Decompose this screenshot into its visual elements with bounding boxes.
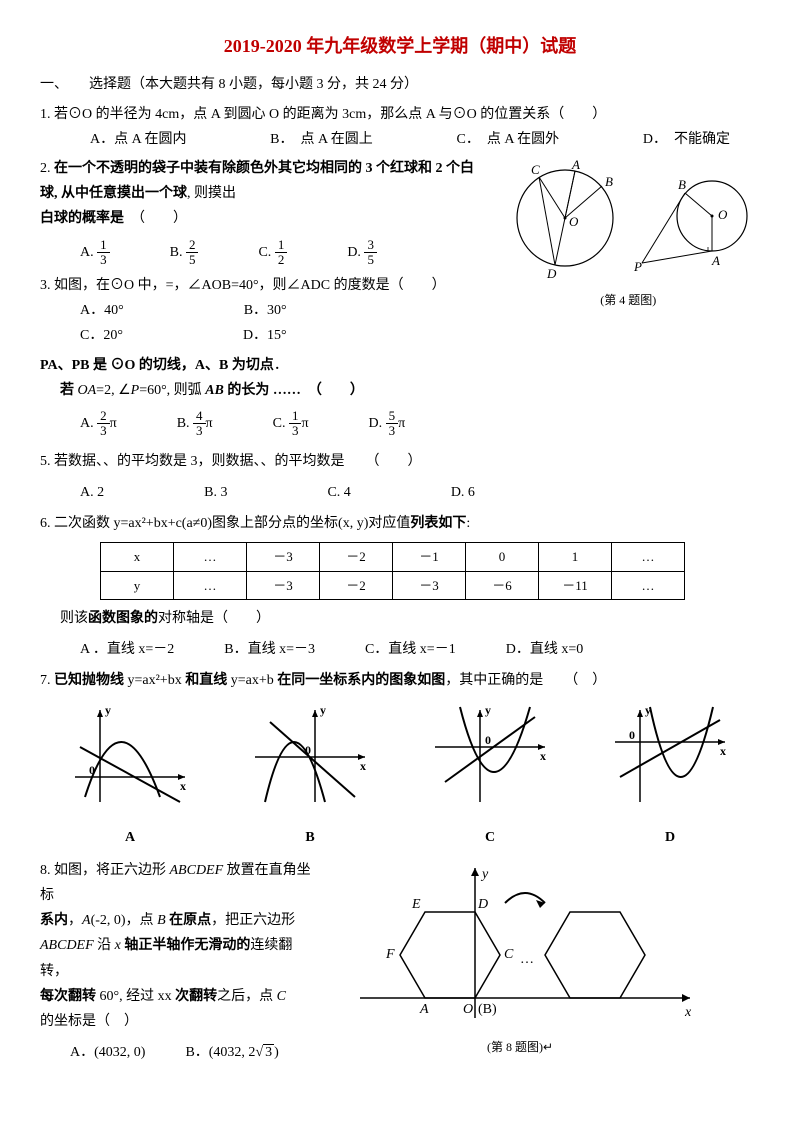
table-row: x…－3－2－101… xyxy=(101,543,685,571)
q3-options-1: A．40° B．30° xyxy=(40,298,489,323)
q7-text: 7. 已知抛物线 y=ax²+bx 和直线 y=ax+b 在同一坐标系内的图象如… xyxy=(40,668,760,693)
svg-text:y: y xyxy=(480,867,489,882)
q7-label-d: D xyxy=(605,825,735,850)
q7-graph-c: y x 0 C xyxy=(425,702,555,850)
q3-opt-c: C．20° xyxy=(80,323,123,348)
q6-text: 6. 二次函数 y=ax²+bx+c(a≠0)图象上部分点的坐标(x, y)对应… xyxy=(40,511,760,536)
q6-line2: 则该函数图象的对称轴是（ ） xyxy=(40,606,760,631)
q2-options: A. 13 B. 25 C. 12 D. 35 xyxy=(40,238,489,268)
q4-line2: 若 OA=2, ∠P=60°, 则弧 AB 的长为 …… （ ） xyxy=(40,378,760,403)
question-7: 7. 已知抛物线 y=ax²+bx 和直线 y=ax+b 在同一坐标系内的图象如… xyxy=(40,668,760,850)
svg-text:x: x xyxy=(180,779,186,793)
q6-opt-d: D．直线 x=0 xyxy=(506,637,584,662)
q2-line2: 白球的概率是 （ ） xyxy=(40,206,760,231)
q8-caption: (第 8 题图)↵ xyxy=(340,1037,700,1059)
svg-text:0: 0 xyxy=(629,728,635,742)
q5-opt-a: A. 2 xyxy=(80,480,104,505)
q1-opt-d: D． 不能确定 xyxy=(643,127,730,152)
q5-opt-d: D. 6 xyxy=(451,480,475,505)
q6-options: A ．直线 x=－2 B．直线 x=－3 C．直线 x=－1 D．直线 x=0 xyxy=(40,637,760,662)
svg-text:0: 0 xyxy=(485,733,491,747)
svg-text:x: x xyxy=(360,759,366,773)
svg-text:y: y xyxy=(320,703,326,717)
q8-line3: ABCDEF 沿 x 轴正半轴作无滑动的连续翻转， xyxy=(40,933,320,983)
q7-label-b: B xyxy=(245,825,375,850)
q1-opt-c: C． 点 A 在圆外 xyxy=(456,127,559,152)
q4-line1: PA、PB 是 ⊙O 的切线，A、B 为切点． xyxy=(40,353,760,378)
q4-opt-a: A. 23π xyxy=(80,409,117,439)
svg-text:0: 0 xyxy=(89,763,95,777)
q8-line2: 系内，A(-2, 0)，点 B 在原点，把正六边形 xyxy=(40,908,320,933)
svg-text:F: F xyxy=(385,947,395,962)
q3-options-2: C．20° D．15° xyxy=(40,323,760,348)
svg-text:E: E xyxy=(411,897,421,912)
q4-opt-d: D. 53π xyxy=(369,409,406,439)
svg-text:C: C xyxy=(504,947,514,962)
q6-opt-b: B．直线 x=－3 xyxy=(224,637,315,662)
q1-text: 1. 若⊙O 的半径为 4cm，点 A 到圆心 O 的距离为 3cm，那么点 A… xyxy=(40,102,760,127)
q7-graph-a: y x 0 A xyxy=(65,702,195,850)
q2-opt-d: D. 35 xyxy=(347,238,377,268)
svg-text:x: x xyxy=(540,749,546,763)
question-8: 8. 如图，将正六边形 ABCDEF 放置在直角坐标 系内，A(-2, 0)，点… xyxy=(40,858,760,1072)
question-2: 2. 在一个不透明的袋子中装有除颜色外其它均相同的 3 个红球和 2 个白球, … xyxy=(40,156,760,267)
svg-text:y: y xyxy=(105,703,111,717)
question-6: 6. 二次函数 y=ax²+bx+c(a≠0)图象上部分点的坐标(x, y)对应… xyxy=(40,511,760,662)
q8-line5: 的坐标是（ ） xyxy=(40,1009,320,1034)
q7-label-a: A xyxy=(65,825,195,850)
q5-opt-c: C. 4 xyxy=(327,480,350,505)
page-title: 2019-2020 年九年级数学上学期（期中）试题 xyxy=(40,30,760,62)
q7-graph-d: y x 0 D xyxy=(605,702,735,850)
q5-opt-b: B. 3 xyxy=(204,480,227,505)
q2-opt-c: C. 12 xyxy=(258,238,287,268)
q4-options: A. 23π B. 43π C. 13π D. 53π xyxy=(40,409,760,439)
svg-text:x: x xyxy=(720,744,726,758)
table-row: y…－3－2－3－6－11… xyxy=(101,571,685,599)
question-1: 1. 若⊙O 的半径为 4cm，点 A 到圆心 O 的距离为 3cm，那么点 A… xyxy=(40,102,760,152)
q8-text-block: 8. 如图，将正六边形 ABCDEF 放置在直角坐标 系内，A(-2, 0)，点… xyxy=(40,858,320,1072)
q8-line1: 8. 如图，将正六边形 ABCDEF 放置在直角坐标 xyxy=(40,858,320,908)
svg-text:(B): (B) xyxy=(478,1002,497,1017)
q1-options: A．点 A 在圆内 B． 点 A 在圆上 C． 点 A 在圆外 D． 不能确定 xyxy=(40,127,760,152)
q3-opt-a: A．40° xyxy=(80,298,124,323)
q3-opt-b: B．30° xyxy=(244,298,287,323)
q6-opt-c: C．直线 x=－1 xyxy=(365,637,456,662)
question-4: PA、PB 是 ⊙O 的切线，A、B 为切点． 若 OA=2, ∠P=60°, … xyxy=(40,353,760,439)
svg-text:A: A xyxy=(419,1002,429,1017)
svg-text:O: O xyxy=(463,1002,473,1017)
q2-line1: 2. 在一个不透明的袋子中装有除颜色外其它均相同的 3 个红球和 2 个白球, … xyxy=(40,156,760,206)
q8-line4: 每次翻转 60°, 经过 xx 次翻转之后，点 C xyxy=(40,984,320,1009)
svg-text:D: D xyxy=(477,897,488,912)
q7-label-c: C xyxy=(425,825,555,850)
q4-opt-c: C. 13π xyxy=(273,409,309,439)
q2-opt-a: A. 13 xyxy=(80,238,110,268)
q6-opt-a: A ．直线 x=－2 xyxy=(80,637,174,662)
svg-text:y: y xyxy=(645,703,651,717)
q4-opt-b: B. 43π xyxy=(177,409,213,439)
q5-text: 5. 若数据、、的平均数是 3，则数据、、的平均数是 （ ） xyxy=(40,449,760,474)
question-3: 3. 如图，在⊙O 中，=，∠AOB=40°，则∠ADC 的度数是（ ） A．4… xyxy=(40,273,760,349)
svg-text:0: 0 xyxy=(305,743,311,757)
q8-opt-a: A．(4032, 0) xyxy=(70,1040,145,1065)
q7-graphs: y x 0 A y x 0 B xyxy=(40,702,760,850)
q8-opt-b: B．(4032, 2√3) xyxy=(185,1040,278,1065)
q6-table: x…－3－2－101… y…－3－2－3－6－11… xyxy=(100,542,685,600)
q3-opt-d: D．15° xyxy=(243,323,287,348)
svg-text:x: x xyxy=(684,1005,692,1020)
q7-graph-b: y x 0 B xyxy=(245,702,375,850)
svg-text:y: y xyxy=(485,703,491,717)
q8-figure: … A O (B) C D E F y x (第 8 题图)↵ xyxy=(340,858,700,1072)
svg-text:…: … xyxy=(520,952,534,967)
q1-opt-b: B． 点 A 在圆上 xyxy=(270,127,373,152)
q1-opt-a: A．点 A 在圆内 xyxy=(90,127,186,152)
question-5: 5. 若数据、、的平均数是 3，则数据、、的平均数是 （ ） A. 2 B. 3… xyxy=(40,449,760,505)
q5-options: A. 2 B. 3 C. 4 D. 6 xyxy=(40,480,760,505)
q2-opt-b: B. 25 xyxy=(170,238,199,268)
q8-options: A．(4032, 0) B．(4032, 2√3) xyxy=(40,1040,320,1065)
q3-text: 3. 如图，在⊙O 中，=，∠AOB=40°，则∠ADC 的度数是（ ） xyxy=(40,273,760,298)
section-1-header: 一、 选择题（本大题共有 8 小题，每小题 3 分，共 24 分） xyxy=(40,72,760,97)
